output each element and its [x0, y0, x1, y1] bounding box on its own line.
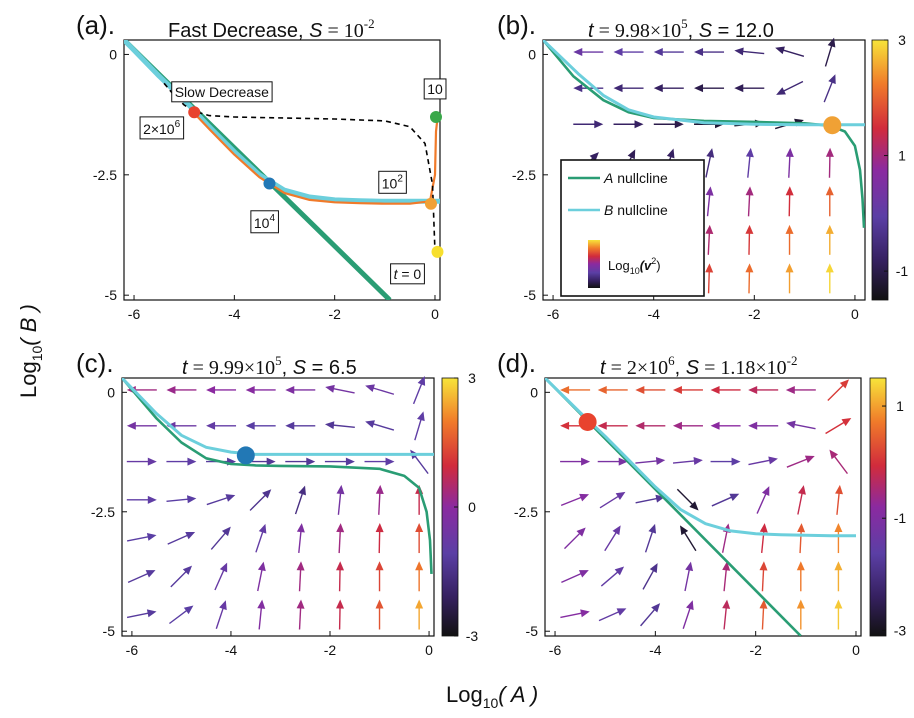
vector-arrow-shaft	[709, 269, 710, 293]
state-point	[431, 246, 443, 258]
annotation: Slow Decrease	[172, 82, 272, 102]
panel-c: (c). t = 9.99×105, S = 6.5 -6 -4 -2 0 0 -2.5…	[76, 348, 478, 658]
x-tick-label: 0	[425, 642, 433, 658]
y-tick-label: -5	[103, 623, 116, 639]
state-point	[263, 177, 275, 189]
x-tick-label: 0	[851, 306, 859, 322]
panel-a: (a). Fast Decrease, S = 10-2 -6 -4 -2 0 0 -2…	[76, 10, 446, 322]
x-tick-label: -4	[228, 306, 241, 322]
y-tick-label: -5	[524, 287, 537, 303]
colorbar-tick-label: 3	[898, 32, 906, 48]
colorbar-tick-label: 1	[898, 148, 906, 164]
annotation-text: Slow Decrease	[175, 84, 269, 100]
panel-d: (d). t = 2×106, S = 1.18×10-2 -6 -4 -2 0 0 -…	[497, 348, 906, 658]
x-tick-label: -6	[128, 306, 141, 322]
x-tick-label: -6	[549, 642, 562, 658]
x-tick-label: -2	[749, 642, 762, 658]
panel-b-points	[823, 116, 841, 134]
colorbar-tick-label: 1	[896, 398, 904, 414]
y-tick-label: 0	[528, 46, 536, 62]
colorbar-tick-label: 3	[468, 370, 476, 386]
x-tick-label: -4	[647, 306, 660, 322]
x-tick-label: -6	[126, 642, 139, 658]
panel-d-points	[579, 413, 597, 431]
panel-a-plot-area	[124, 40, 440, 300]
x-tick-label: 0	[431, 306, 439, 322]
legend-b-label: B nullcline	[604, 202, 668, 218]
x-tick-label: -2	[748, 306, 761, 322]
panel-d-colorbar	[870, 378, 886, 636]
panel-d-label: (d).	[497, 348, 536, 378]
annotation: 2×106	[140, 117, 184, 139]
panel-c-points	[237, 446, 255, 464]
panel-c-plot-area	[122, 378, 434, 636]
colorbar-tick-label: -3	[894, 622, 907, 638]
state-point	[237, 446, 255, 464]
colorbar-tick-label: 0	[468, 499, 476, 515]
x-tick-label: -4	[649, 642, 662, 658]
state-point	[823, 116, 841, 134]
y-tick-label: -2.5	[93, 167, 117, 183]
y-tick-label: 0	[107, 384, 115, 400]
panel-d-title: t = 2×106, S = 1.18×10-2	[600, 353, 798, 379]
panel-b-legend: A nullcline B nullcline Log10(v2)	[561, 160, 704, 296]
panel-b-colorbar	[872, 40, 888, 300]
y-tick-label: -2.5	[512, 167, 536, 183]
annotation: t = 0	[391, 264, 425, 284]
x-tick-label: 0	[852, 642, 860, 658]
x-tick-label: -4	[225, 642, 238, 658]
legend-a-label: A nullcline	[603, 170, 668, 186]
colorbar-tick-label: -1	[894, 510, 907, 526]
y-axis-label: Log10( B )	[16, 304, 45, 398]
panel-c-title: t = 9.99×105, S = 6.5	[182, 353, 357, 379]
annotation: 10	[424, 79, 446, 99]
state-point	[188, 106, 200, 118]
annotation-text: 10	[427, 81, 443, 97]
x-tick-label: -6	[547, 306, 560, 322]
panel-a-label: (a).	[76, 10, 115, 40]
annotation: 102	[379, 171, 407, 193]
colorbar-tick-label: -1	[896, 263, 909, 279]
state-point	[579, 413, 597, 431]
state-point	[430, 111, 442, 123]
colorbar-tick-label: -3	[466, 628, 479, 644]
y-tick-label: -2.5	[514, 504, 538, 520]
x-tick-label: -2	[324, 642, 337, 658]
y-tick-label: -5	[526, 623, 539, 639]
annotation-text: t = 0	[394, 266, 422, 282]
panel-b-label: (b).	[497, 10, 536, 40]
panel-b: (b). t = 9.98×105, S = 12.0 -6 -4 -2 0 0 -2.…	[497, 10, 908, 322]
legend-colorbar-swatch	[588, 240, 600, 288]
annotation: 104	[251, 211, 279, 233]
x-tick-label: -2	[328, 306, 341, 322]
y-tick-label: 0	[109, 46, 117, 62]
x-axis-label: Log10( A )	[446, 682, 538, 711]
y-tick-label: -2.5	[91, 504, 115, 520]
panel-b-title: t = 9.98×105, S = 12.0	[588, 16, 774, 42]
y-tick-label: 0	[530, 384, 538, 400]
panel-c-label: (c).	[76, 348, 114, 378]
panel-a-title: Fast Decrease, S = 10-2	[168, 16, 375, 42]
y-tick-label: -5	[105, 287, 118, 303]
state-point	[425, 198, 437, 210]
